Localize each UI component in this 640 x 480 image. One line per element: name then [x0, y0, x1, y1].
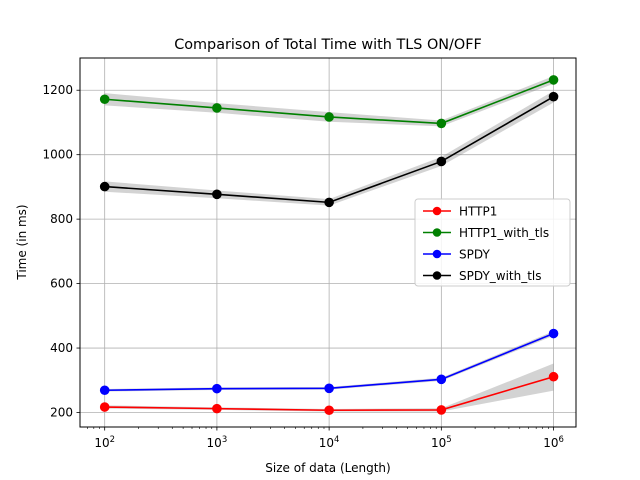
plot-frame	[79, 57, 577, 428]
data-point-HTTP1_with_tls	[99, 94, 110, 105]
data-point-SPDY	[212, 383, 222, 394]
data-point-SPDY_with_tls	[436, 156, 447, 167]
data-point-SPDY	[436, 374, 447, 385]
legend-marker-SPDY_with_tls	[432, 271, 442, 280]
data-point-HTTP1	[548, 371, 559, 382]
series-points	[99, 75, 559, 416]
legend-label-SPDY_with_tls: SPDY_with_tls	[459, 269, 542, 283]
x-tick-label: 102	[94, 435, 115, 450]
y-tick-label: 800	[50, 212, 73, 226]
y-tick-label: 200	[50, 405, 73, 419]
x-axis: 102 103 104 105 106	[87, 427, 564, 450]
data-point-SPDY_with_tls	[99, 181, 110, 192]
x-tick-label: 103	[207, 435, 228, 450]
data-point-HTTP1	[324, 405, 334, 416]
y-tick-label: 400	[50, 341, 73, 355]
x-tick-label: 105	[431, 435, 452, 450]
data-point-SPDY_with_tls	[324, 197, 334, 208]
legend-label-HTTP1: HTTP1	[459, 205, 497, 219]
legend-marker-HTTP1_with_tls	[432, 228, 442, 237]
legend-box	[414, 198, 571, 287]
data-point-SPDY	[99, 385, 110, 396]
data-point-HTTP1_with_tls	[436, 118, 447, 129]
x-tick-label: 104	[319, 435, 340, 450]
data-point-HTTP1_with_tls	[548, 75, 559, 85]
legend-label-SPDY: SPDY	[459, 248, 490, 262]
chart-title: Comparison of Total Time with TLS ON/OFF	[174, 37, 482, 53]
data-point-SPDY	[548, 328, 559, 339]
y-axis-label: Time (in ms)	[15, 204, 29, 280]
data-point-HTTP1	[212, 403, 222, 414]
legend-marker-SPDY	[432, 249, 442, 259]
data-point-HTTP1_with_tls	[212, 103, 222, 113]
data-point-SPDY	[324, 383, 334, 394]
data-point-HTTP1	[99, 402, 110, 412]
band-HTTP1	[104, 363, 554, 412]
legend: HTTP1 HTTP1_with_tls SPDY SPDY_with_tls	[414, 198, 571, 287]
data-point-HTTP1	[436, 405, 447, 415]
data-point-HTTP1_with_tls	[324, 112, 334, 122]
y-axis: 200 400 600 800 1000 1200	[42, 83, 80, 419]
x-axis-label: Size of data (Length)	[265, 461, 390, 475]
data-point-SPDY_with_tls	[548, 91, 559, 102]
y-tick-label: 1200	[42, 83, 73, 97]
y-tick-label: 1000	[42, 148, 73, 162]
y-tick-label: 600	[50, 277, 73, 291]
data-point-SPDY_with_tls	[212, 189, 222, 200]
x-tick-label: 106	[543, 435, 564, 450]
legend-label-HTTP1_with_tls: HTTP1_with_tls	[459, 226, 549, 240]
legend-marker-HTTP1	[432, 206, 442, 216]
